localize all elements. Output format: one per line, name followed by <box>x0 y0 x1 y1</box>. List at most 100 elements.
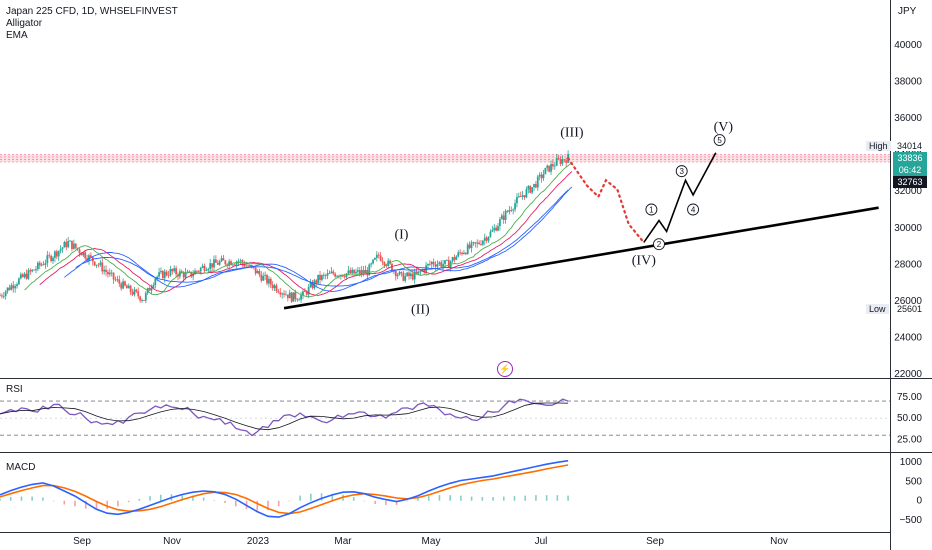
resistance-zone-band <box>0 154 890 162</box>
candle-body <box>298 299 301 301</box>
candle-body <box>343 276 346 278</box>
candle-body <box>504 210 507 220</box>
candle-body <box>374 257 376 260</box>
candle-body <box>417 271 420 274</box>
macd-histogram-bar <box>63 500 66 505</box>
circled-label-text: 5 <box>717 136 722 145</box>
candle-body <box>116 279 119 281</box>
macd-histogram-bar <box>470 496 473 501</box>
lightning-icon[interactable]: ⚡ <box>497 361 513 377</box>
macd-histogram-bar <box>42 497 44 501</box>
macd-histogram-bar <box>567 495 569 501</box>
candle-body <box>256 270 259 274</box>
candle-body <box>55 251 58 257</box>
candle-body <box>555 158 558 166</box>
rsi-pane: 25.00 50.00 75.00 <box>0 392 922 445</box>
candle-body <box>321 275 323 280</box>
candle-body <box>224 260 227 265</box>
macd-title[interactable]: MACD <box>6 462 36 473</box>
candle-body <box>459 252 462 254</box>
candle-body <box>510 209 513 211</box>
macd-tick-label: 500 <box>905 476 922 487</box>
candle-body <box>377 254 380 256</box>
candle-body <box>410 273 412 277</box>
candle-body <box>385 265 388 267</box>
candle-body <box>247 265 249 267</box>
candle-body <box>150 287 153 291</box>
x-tick-label: Nov <box>770 536 788 547</box>
candle-body <box>239 260 242 262</box>
candle-body <box>364 269 367 274</box>
candle-body <box>474 242 477 244</box>
countdown: 06:42 <box>898 165 922 175</box>
candle-body <box>175 268 178 275</box>
candle-body <box>476 242 479 244</box>
candle-body <box>527 186 530 190</box>
candle-body <box>152 285 155 288</box>
candles <box>0 150 569 304</box>
macd-histogram-bar <box>288 500 291 502</box>
candle-body <box>455 256 458 260</box>
y-tick-label: 28000 <box>894 259 922 270</box>
low-badge: Low 25601 <box>866 304 932 316</box>
candle-body <box>502 215 505 220</box>
circled-label-ring <box>675 165 688 178</box>
candle-body <box>334 273 337 277</box>
y-tick-label: 24000 <box>894 332 922 343</box>
candle-body <box>279 292 282 295</box>
candle-body <box>205 270 208 272</box>
candle-body <box>540 174 543 179</box>
macd-histogram-bar <box>0 498 1 501</box>
candle-body <box>305 291 308 295</box>
circled-label-text: 3 <box>679 167 684 176</box>
candle-body <box>296 299 299 300</box>
macd-histogram-bar <box>535 495 537 501</box>
prev-price-badge: 32763 <box>893 176 927 188</box>
candle-body <box>40 264 43 266</box>
candle-body <box>546 165 549 168</box>
candle-body <box>125 285 128 289</box>
macd-histogram-bar <box>299 495 301 501</box>
candle-body <box>500 215 503 220</box>
candle-body <box>108 272 111 275</box>
candle-body <box>137 291 140 297</box>
candle-body <box>432 261 435 265</box>
indicator-alligator-label[interactable]: Alligator <box>6 18 43 29</box>
candle-body <box>457 252 460 257</box>
candle-body <box>394 270 397 277</box>
candle-body <box>57 250 60 257</box>
candle-body <box>536 176 539 188</box>
candle-body <box>383 262 386 266</box>
candle-body <box>8 287 11 290</box>
candle-body <box>478 242 480 244</box>
candle-body <box>356 270 359 272</box>
candle-body <box>118 279 121 284</box>
candle-body <box>249 264 251 267</box>
candle-body <box>201 265 204 268</box>
candle-body <box>303 291 306 293</box>
candle-body <box>21 274 24 278</box>
y-tick-label: 30000 <box>894 223 922 234</box>
candle-body <box>423 269 426 273</box>
candle-body <box>485 237 488 241</box>
candle-body <box>533 183 535 188</box>
candle-body <box>267 278 270 284</box>
candle-body <box>273 285 276 289</box>
candle-body <box>525 189 528 198</box>
candle-body <box>275 285 278 292</box>
macd-histogram-bar <box>20 496 23 501</box>
indicator-ema-label[interactable]: EMA <box>6 30 28 41</box>
candle-body <box>169 268 172 276</box>
candle-body <box>245 265 248 267</box>
candle-body <box>192 274 195 277</box>
candle-body <box>290 292 293 302</box>
rsi-title[interactable]: RSI <box>6 384 23 395</box>
candle-body <box>557 158 560 160</box>
candle-body <box>548 165 551 172</box>
macd-histogram-bar <box>374 500 376 505</box>
candle-body <box>72 243 75 249</box>
candle-body <box>120 283 123 289</box>
candle-body <box>148 288 151 291</box>
candle-body <box>360 270 363 274</box>
circled-label-text: 1 <box>649 206 654 215</box>
